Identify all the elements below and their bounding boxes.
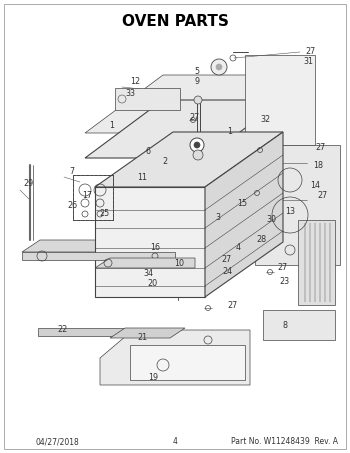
Text: 27: 27 (315, 144, 325, 153)
Polygon shape (263, 310, 335, 340)
Circle shape (211, 59, 227, 75)
Text: 27: 27 (222, 255, 232, 265)
Text: 12: 12 (130, 77, 140, 87)
Polygon shape (110, 328, 185, 338)
Text: 27: 27 (317, 192, 327, 201)
Text: 27: 27 (228, 300, 238, 309)
Polygon shape (298, 220, 335, 305)
Text: 5: 5 (195, 67, 200, 77)
Text: 27: 27 (306, 48, 316, 57)
Text: 16: 16 (150, 244, 160, 252)
Text: 6: 6 (146, 148, 150, 156)
Text: 3: 3 (216, 213, 220, 222)
Text: 17: 17 (82, 191, 92, 199)
Text: 25: 25 (100, 209, 110, 218)
Polygon shape (22, 252, 175, 260)
Text: 28: 28 (256, 236, 266, 245)
Text: Part No. W11248439  Rev. A: Part No. W11248439 Rev. A (231, 438, 338, 447)
Polygon shape (95, 258, 195, 268)
Polygon shape (85, 75, 283, 133)
Text: 33: 33 (125, 88, 135, 97)
Text: 14: 14 (310, 182, 320, 191)
Text: 32: 32 (260, 116, 270, 125)
Text: 21: 21 (137, 333, 147, 342)
Text: 04/27/2018: 04/27/2018 (35, 438, 79, 447)
Polygon shape (95, 132, 283, 187)
Circle shape (190, 138, 204, 152)
Text: 34: 34 (143, 269, 153, 278)
Text: 26: 26 (67, 201, 77, 209)
Text: 18: 18 (313, 162, 323, 170)
Text: 24: 24 (222, 268, 232, 276)
Text: 8: 8 (282, 321, 287, 329)
Text: 20: 20 (147, 279, 157, 288)
Text: 4: 4 (236, 244, 240, 252)
Text: 23: 23 (279, 278, 289, 286)
Text: 30: 30 (266, 216, 276, 225)
Text: 19: 19 (148, 374, 158, 382)
Text: 27: 27 (278, 264, 288, 273)
Text: 29: 29 (23, 179, 33, 188)
Polygon shape (38, 328, 125, 336)
Polygon shape (115, 88, 180, 110)
Text: 7: 7 (69, 168, 75, 177)
Polygon shape (130, 345, 245, 380)
Text: OVEN PARTS: OVEN PARTS (121, 14, 229, 29)
Polygon shape (205, 132, 283, 297)
Text: 10: 10 (174, 259, 184, 268)
Circle shape (193, 150, 203, 160)
Text: 22: 22 (57, 326, 67, 334)
Text: 2: 2 (162, 158, 168, 167)
Text: 4: 4 (173, 438, 177, 447)
Text: 1: 1 (228, 127, 232, 136)
Text: 1: 1 (110, 120, 114, 130)
Text: 9: 9 (195, 77, 200, 86)
Circle shape (194, 96, 202, 104)
Text: 27: 27 (190, 114, 200, 122)
Polygon shape (100, 330, 250, 385)
Circle shape (194, 142, 200, 148)
Polygon shape (22, 240, 175, 252)
Polygon shape (245, 55, 315, 145)
Text: 11: 11 (137, 173, 147, 183)
Text: 31: 31 (303, 58, 313, 67)
Polygon shape (85, 100, 283, 158)
Circle shape (216, 64, 222, 70)
Polygon shape (95, 187, 205, 297)
Text: 13: 13 (285, 207, 295, 217)
Text: 15: 15 (237, 198, 247, 207)
Polygon shape (255, 145, 340, 265)
